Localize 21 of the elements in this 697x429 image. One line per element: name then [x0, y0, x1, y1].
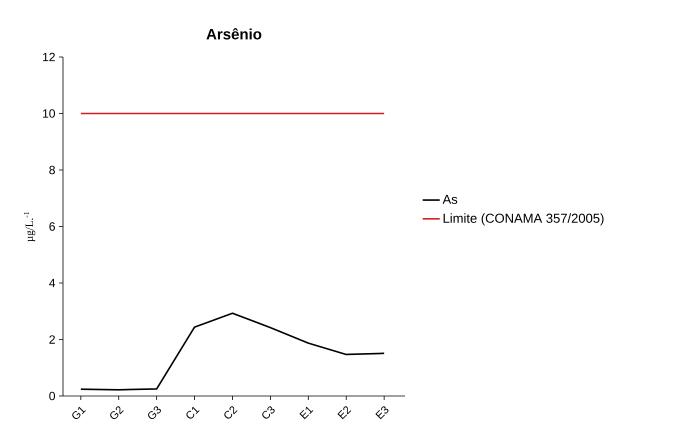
y-tick-label: 8: [49, 166, 55, 174]
x-tick-label: C2: [224, 406, 238, 419]
x-tick-label: C3: [262, 406, 275, 419]
y-tick-label: 4: [49, 278, 56, 288]
chart-title: Arsênio: [206, 28, 262, 40]
x-tick-label: C1: [186, 406, 200, 419]
x-tick-label: G1: [72, 406, 86, 420]
line-series: [80, 312, 385, 391]
y-tick-label: 6: [49, 222, 55, 231]
x-tick-label: E3: [375, 406, 388, 420]
legend-label: As: [442, 194, 458, 204]
x-tick-label: G2: [110, 406, 124, 420]
x-tick-label: G3: [148, 406, 161, 420]
x-tick-label: E2: [337, 406, 352, 420]
y-axis-title: µg/L.$^{-1}$: [24, 212, 36, 242]
y-tick-label: 10: [43, 109, 55, 118]
y-tick-label: 0: [49, 392, 56, 400]
y-tick-label: 12: [43, 52, 55, 62]
y-tick-label: 2: [49, 335, 55, 344]
legend-label: Limite (CONAMA 357/2005): [444, 213, 604, 226]
x-tick-label: E1: [299, 406, 314, 420]
